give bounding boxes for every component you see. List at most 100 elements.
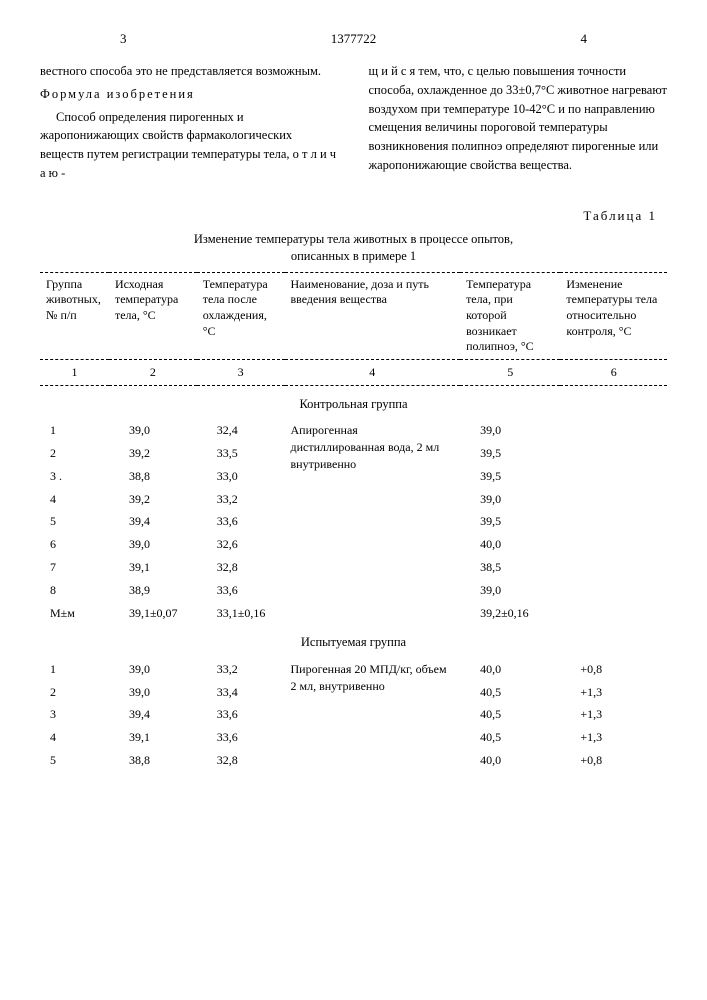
table-cell: +1,3	[560, 681, 667, 704]
left-paragraph-2: Способ определения пирогенных и жаропони…	[40, 108, 339, 183]
table-cell: 33,0	[197, 465, 285, 488]
table-cell: 39,5	[460, 465, 560, 488]
table-cell: +1,3	[560, 703, 667, 726]
table-cell: 39,4	[109, 510, 197, 533]
table-cell: 32,8	[197, 749, 285, 772]
table-cell	[560, 465, 667, 488]
table-row: 439,233,2 39,0	[40, 488, 667, 511]
table-cell: 39,0	[109, 681, 197, 704]
table-label: Таблица 1	[40, 207, 667, 225]
page-header: 3 1377722 4	[40, 30, 667, 48]
table-cell: 39,2	[109, 442, 197, 465]
table-cell: 33,1±0,16	[197, 602, 285, 625]
table-cell	[285, 510, 461, 533]
table-cell: 5	[40, 749, 109, 772]
col-num-2: 2	[109, 359, 197, 385]
table-row: 139,032,4Апирогенная дистиллированная во…	[40, 419, 667, 442]
table-cell: 38,9	[109, 579, 197, 602]
table-cell: 3 .	[40, 465, 109, 488]
right-paragraph-1: щ и й с я тем, что, с целью повышения то…	[369, 62, 668, 175]
table-cell	[560, 556, 667, 579]
left-column: вестного способа это не представляется в…	[40, 58, 339, 187]
table-cell: +1,3	[560, 726, 667, 749]
table-cell: 7	[40, 556, 109, 579]
table-cell: 39,4	[109, 703, 197, 726]
table-cell: 8	[40, 579, 109, 602]
table-cell: 39,0	[109, 658, 197, 681]
table-cell: 40,0	[460, 533, 560, 556]
table-cell: 33,4	[197, 681, 285, 704]
table-cell	[560, 579, 667, 602]
table-row: 639,032,6 40,0	[40, 533, 667, 556]
data-table: Группа животных, № п/п Исходная температ…	[40, 272, 667, 772]
text-columns: вестного способа это не представляется в…	[40, 58, 667, 187]
table-cell	[285, 488, 461, 511]
table-cell	[285, 556, 461, 579]
table-cell: 33,6	[197, 703, 285, 726]
table-cell: 39,0	[460, 419, 560, 442]
table-cell	[285, 533, 461, 556]
formula-label: Формула изобретения	[40, 85, 339, 104]
table-cell: 33,2	[197, 488, 285, 511]
table-cell: 40,5	[460, 703, 560, 726]
table-cell	[560, 419, 667, 442]
table-row: 139,033,2Пирогенная 20 МПД/кг, объем 2 м…	[40, 658, 667, 681]
table-cell: 4	[40, 726, 109, 749]
col-header-4: Наименование, доза и путь введения вещес…	[285, 272, 461, 359]
table-cell	[285, 749, 461, 772]
table-cell: 39,0	[109, 533, 197, 556]
table-cell: 1	[40, 658, 109, 681]
page-number-right: 4	[581, 30, 588, 48]
table-cell: 2	[40, 442, 109, 465]
table-cell: 39,0	[460, 579, 560, 602]
table-cell: 38,5	[460, 556, 560, 579]
document-number: 1377722	[127, 30, 581, 48]
table-cell: 1	[40, 419, 109, 442]
table-cell: 39,0	[460, 488, 560, 511]
table-cell	[560, 442, 667, 465]
col-num-1: 1	[40, 359, 109, 385]
table-cell: 40,5	[460, 681, 560, 704]
col-num-4: 4	[285, 359, 461, 385]
caption-line-1: Изменение температуры тела животных в пр…	[194, 232, 513, 246]
table-cell	[285, 726, 461, 749]
col-num-5: 5	[460, 359, 560, 385]
right-column: щ и й с я тем, что, с целью повышения то…	[369, 58, 668, 187]
table-cell: 33,6	[197, 579, 285, 602]
table-cell: 6	[40, 533, 109, 556]
table-cell: 39,1	[109, 726, 197, 749]
col-header-1: Группа животных, № п/п	[40, 272, 109, 359]
table-cell: 40,0	[460, 658, 560, 681]
table-cell: 39,2	[109, 488, 197, 511]
table-cell: 33,6	[197, 726, 285, 749]
table-row: 538,832,840,0+0,8	[40, 749, 667, 772]
table-cell: Пирогенная 20 МПД/кг, объем 2 мл, внутри…	[285, 658, 461, 726]
table-cell: +0,8	[560, 658, 667, 681]
table-cell: Апирогенная дистиллированная вода, 2 мл …	[285, 419, 461, 487]
table-cell	[560, 533, 667, 556]
table-cell: 4	[40, 488, 109, 511]
table-row: 539,433,6 39,5	[40, 510, 667, 533]
col-header-2: Исходная температура тела, °С	[109, 272, 197, 359]
table-row: 838,933,6 39,0	[40, 579, 667, 602]
table-cell: 38,8	[109, 465, 197, 488]
table-cell: 32,8	[197, 556, 285, 579]
col-header-3: Температура тела после охлаждения, °С	[197, 272, 285, 359]
table-cell: 40,5	[460, 726, 560, 749]
table-cell: 39,5	[460, 442, 560, 465]
caption-line-2: описанных в примере 1	[291, 249, 416, 263]
table-cell: 2	[40, 681, 109, 704]
table-cell: M±м	[40, 602, 109, 625]
table-row: M±м39,1±0,0733,1±0,1639,2±0,16	[40, 602, 667, 625]
table-cell: 39,0	[109, 419, 197, 442]
table-cell	[560, 510, 667, 533]
table-cell: 40,0	[460, 749, 560, 772]
table-cell	[285, 602, 461, 625]
table-cell: 33,6	[197, 510, 285, 533]
table-cell: 38,8	[109, 749, 197, 772]
table-cell: 39,5	[460, 510, 560, 533]
table-cell: 32,6	[197, 533, 285, 556]
table-cell: 5	[40, 510, 109, 533]
section-title: Испытуемая группа	[40, 624, 667, 658]
col-header-5: Температура тела, при которой возникает …	[460, 272, 560, 359]
